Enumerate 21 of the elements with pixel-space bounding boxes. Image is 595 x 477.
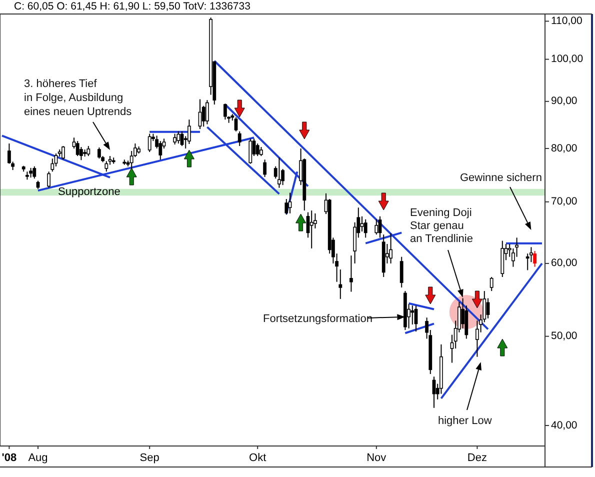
band-label: Supportzone xyxy=(58,186,120,198)
y-tick-label: 40,00 xyxy=(551,419,578,432)
x-tick-label: Okt xyxy=(249,452,266,464)
x-tick-label: Dez xyxy=(467,452,487,464)
annotation: 3. höheres Tief in Folge, Ausbildung eines neuen Uptrends xyxy=(24,78,132,118)
annotation: Fortsetzungsformation xyxy=(263,313,372,325)
chart-title: C: 60,05 O: 61,45 H: 61,90 L: 59,50 TotV: 1336733 xyxy=(14,0,251,12)
y-tick-label: 90,00 xyxy=(551,95,578,108)
annotation: Gewinne sichern xyxy=(460,172,542,184)
y-tick-label: 70,00 xyxy=(551,196,578,208)
y-tick-label: 100,00 xyxy=(551,53,584,66)
x-tick-label: '08 xyxy=(2,452,17,464)
x-tick-label: Aug xyxy=(28,452,48,464)
y-tick-label: 110,00 xyxy=(551,14,582,27)
y-tick-label: 50,00 xyxy=(551,330,578,342)
annotation: higher Low xyxy=(438,415,492,427)
x-tick-label: Sep xyxy=(140,452,160,464)
y-tick-label: 60,00 xyxy=(551,257,578,270)
y-tick-label: 80,00 xyxy=(551,142,578,154)
x-tick-label: Nov xyxy=(366,452,387,464)
annotation: Evening Doji Star genau an Trendlinie xyxy=(410,207,473,245)
